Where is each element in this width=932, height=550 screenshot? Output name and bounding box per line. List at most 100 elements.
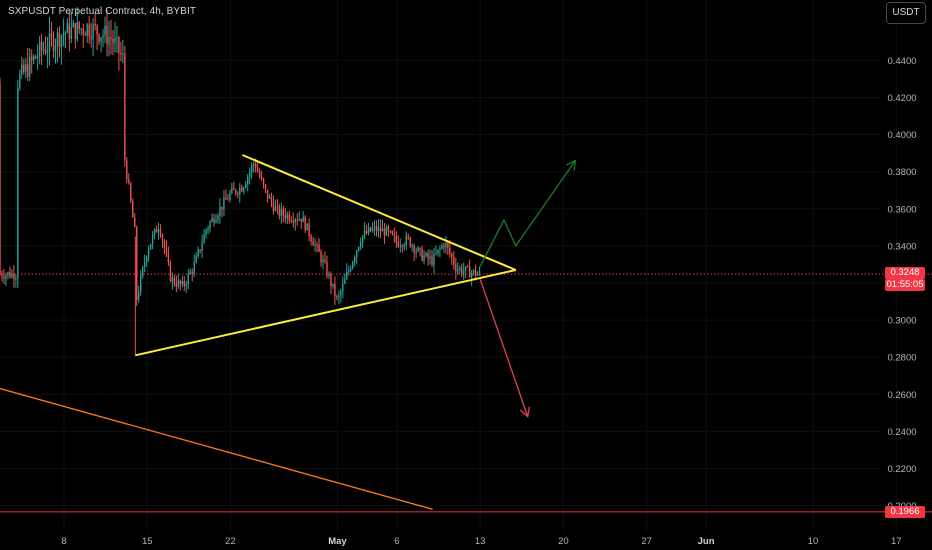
candle-body — [415, 251, 417, 253]
candle-body — [44, 49, 47, 53]
candle-body — [163, 241, 166, 249]
candle-body — [213, 218, 215, 223]
candle-body — [141, 267, 144, 276]
candle-body — [201, 243, 203, 251]
candle-body — [443, 245, 445, 248]
candle-body — [145, 256, 148, 263]
candle-body — [381, 228, 384, 232]
candle-body — [19, 74, 21, 88]
candle-body — [94, 24, 96, 26]
candle-body — [173, 277, 176, 284]
candle-body — [318, 244, 320, 253]
y-tick-label: 0.4000 — [887, 130, 916, 141]
candle-body — [207, 227, 209, 230]
candle-body — [435, 253, 437, 255]
candle-body — [476, 273, 479, 276]
candle-body — [433, 253, 435, 265]
candle-body — [346, 272, 348, 279]
candle-body — [306, 223, 308, 231]
candle-body — [280, 209, 283, 216]
candle-body — [197, 249, 199, 257]
candle-body — [395, 235, 398, 242]
candle-body — [470, 272, 473, 278]
triangle-lower-line — [135, 269, 517, 357]
candle-body — [177, 280, 180, 287]
candle-body — [191, 271, 193, 274]
candle-body — [126, 160, 128, 180]
candle-body — [336, 296, 338, 298]
candle-body — [235, 189, 237, 194]
candle-body — [357, 247, 360, 251]
candle-body — [264, 184, 267, 190]
y-tick-label: 0.2400 — [887, 427, 916, 438]
candle-body — [298, 218, 300, 221]
candle-body — [32, 56, 35, 61]
x-tick-label: 27 — [641, 536, 652, 547]
candle-body — [262, 178, 265, 185]
candle-body — [453, 257, 455, 265]
bullish-arrow-head — [566, 159, 577, 171]
candle-body — [62, 34, 65, 36]
current-price-tag: 0.3248 — [885, 267, 925, 280]
candle-body — [363, 230, 366, 236]
candle-body — [29, 56, 31, 78]
candle-body — [161, 235, 164, 242]
candle-body — [5, 275, 7, 279]
candle-body — [371, 228, 374, 231]
candle-body — [393, 234, 396, 236]
candle-body — [211, 218, 213, 222]
candle-body — [342, 283, 344, 292]
candle-body — [104, 26, 106, 36]
candle-body — [15, 278, 17, 280]
candle-body — [248, 172, 251, 177]
candle-body — [48, 33, 51, 51]
candle-body — [36, 56, 39, 59]
x-tick-label: 15 — [142, 536, 153, 547]
grid-lines — [0, 0, 897, 531]
candle-body — [294, 219, 296, 223]
candle-body — [3, 276, 5, 279]
candle-body — [221, 206, 223, 210]
x-tick-label: 22 — [225, 536, 236, 547]
candle-body — [310, 236, 312, 242]
candle-body — [88, 24, 90, 37]
candle-body — [397, 241, 400, 247]
x-tick-label: Jun — [698, 536, 715, 547]
candle-body — [171, 277, 174, 282]
candle-body — [419, 247, 421, 250]
candle-body — [278, 206, 281, 216]
candle-body — [245, 184, 247, 188]
candle-body — [114, 38, 116, 43]
candle-body — [193, 262, 195, 274]
y-tick-label: 0.3800 — [887, 167, 916, 178]
drawing-layer[interactable] — [0, 154, 932, 513]
candle-body — [316, 244, 318, 246]
x-tick-label: 13 — [475, 536, 486, 547]
candle-body — [375, 226, 378, 232]
candle-body — [369, 227, 372, 231]
candle-body — [282, 209, 285, 216]
candle-body — [466, 266, 469, 268]
candle-body — [401, 245, 403, 247]
candle-body — [231, 188, 233, 194]
candle-body — [387, 226, 390, 232]
currency-button[interactable]: USDT — [886, 2, 926, 24]
candle-body — [239, 187, 241, 195]
candle-body — [110, 36, 112, 39]
candle-body — [181, 281, 184, 285]
candle-body — [167, 253, 170, 263]
candle-body — [58, 32, 61, 48]
candle-body — [223, 197, 225, 210]
candle-body — [373, 226, 376, 229]
candle-body — [377, 227, 380, 232]
time-axis[interactable]: 8 15 22 May 6 13 20 27 Jun 10 17 — [61, 536, 901, 547]
candle-body — [203, 234, 205, 244]
candle-body — [31, 56, 33, 61]
candle-body — [417, 247, 419, 252]
candle-body — [1, 274, 3, 277]
candle-body — [139, 275, 142, 293]
candle-body — [56, 32, 59, 46]
candle-body — [254, 164, 257, 169]
candle-body — [302, 216, 304, 223]
